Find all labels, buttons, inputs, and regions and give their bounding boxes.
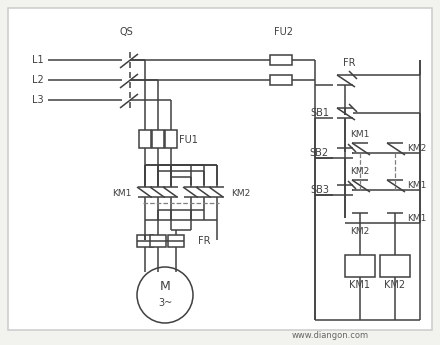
Bar <box>139 130 151 148</box>
Bar <box>137 235 153 247</box>
Text: SB2: SB2 <box>310 148 329 158</box>
Bar <box>270 75 292 85</box>
Text: FU1: FU1 <box>179 135 198 145</box>
Text: KM2: KM2 <box>385 280 406 290</box>
Text: KM1: KM1 <box>407 180 426 189</box>
Text: KM1: KM1 <box>349 280 370 290</box>
Bar <box>345 255 375 277</box>
Text: KM2: KM2 <box>231 188 250 197</box>
Text: KM2: KM2 <box>350 227 370 236</box>
Bar <box>168 235 184 247</box>
Text: FU2: FU2 <box>274 27 293 37</box>
Text: SB1: SB1 <box>310 108 329 118</box>
Text: FR: FR <box>343 58 356 68</box>
Bar <box>150 235 166 247</box>
Text: L1: L1 <box>32 55 44 65</box>
Bar <box>380 255 410 277</box>
Text: KM2: KM2 <box>350 167 370 176</box>
Bar <box>165 130 177 148</box>
Text: QS: QS <box>119 27 133 37</box>
Text: L2: L2 <box>32 75 44 85</box>
Text: KM1: KM1 <box>407 214 426 223</box>
Text: FR: FR <box>198 236 210 246</box>
Circle shape <box>137 267 193 323</box>
Text: KM1: KM1 <box>112 188 131 197</box>
Text: KM2: KM2 <box>407 144 426 152</box>
Text: SB3: SB3 <box>310 185 329 195</box>
Text: www.diangon.com: www.diangon.com <box>291 331 369 339</box>
Text: M: M <box>160 280 170 294</box>
Text: 3~: 3~ <box>158 298 172 308</box>
Text: KM1: KM1 <box>350 129 370 138</box>
Bar <box>152 130 164 148</box>
Bar <box>270 55 292 65</box>
Text: L3: L3 <box>32 95 44 105</box>
